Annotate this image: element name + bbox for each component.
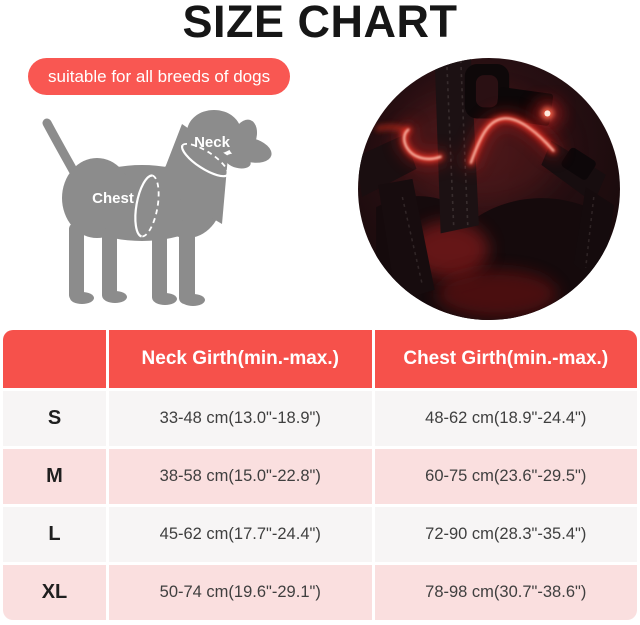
size-table: Neck Girth(min.-max.) Chest Girth(min.-m…	[3, 330, 637, 620]
page-title: SIZE CHART	[182, 0, 458, 47]
led-glow-strips	[375, 111, 561, 170]
neck-girth-value-m: 38-58 cm(15.0"-22.8")	[109, 449, 372, 504]
dog-measurement-diagram: Neck Chest	[42, 110, 272, 306]
neck-girth-value-l: 45-62 cm(17.7"-24.4")	[109, 507, 372, 562]
chest-girth-value-s: 48-62 cm(18.9"-24.4")	[374, 391, 637, 446]
neck-girth-value-s: 33-48 cm(13.0"-18.9")	[109, 391, 372, 446]
dog-tail	[42, 118, 79, 177]
neck-girth-value-xl: 50-74 cm(19.6"-29.1")	[109, 565, 372, 620]
chest-label: Chest	[92, 190, 134, 207]
size-label-l: L	[3, 507, 106, 562]
harness-buckle	[561, 147, 596, 180]
header-size-column	[3, 330, 106, 388]
chest-girth-value-m: 60-75 cm(23.6"-29.5")	[374, 449, 637, 504]
suitability-badge: suitable for all breeds of dogs	[28, 58, 291, 95]
neck-girth-ring	[181, 144, 229, 178]
size-label-m: M	[3, 449, 106, 504]
header-neck-girth: Neck Girth(min.-max.)	[109, 330, 372, 388]
dog-silhouette	[42, 110, 272, 306]
neck-label: Neck	[194, 134, 231, 151]
chest-girth-ring	[134, 174, 153, 238]
size-label-s: S	[3, 391, 106, 446]
chest-girth-value-xl: 78-98 cm(30.7"-38.6")	[374, 565, 637, 620]
size-label-xl: XL	[3, 565, 106, 620]
header-chest-girth: Chest Girth(min.-max.)	[374, 330, 637, 388]
chest-girth-value-l: 72-90 cm(28.3"-35.4")	[374, 507, 637, 562]
led-harness-photo	[358, 58, 620, 320]
